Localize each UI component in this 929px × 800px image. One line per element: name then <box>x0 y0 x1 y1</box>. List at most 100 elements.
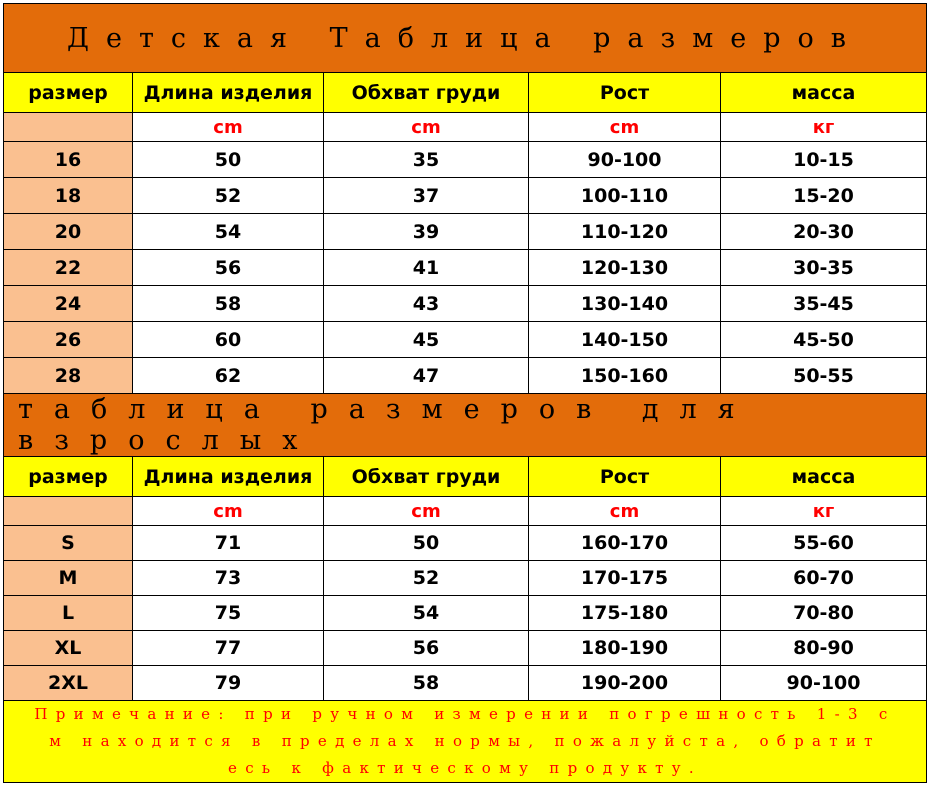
table-row-cell: 10-15 <box>719 141 928 178</box>
table-row-cell: 37 <box>323 177 529 214</box>
header-row-cell: масса <box>719 72 928 113</box>
table-row: M 73 52 170-175 60-70 <box>3 560 928 596</box>
table-row-cell: 50-55 <box>719 357 928 394</box>
note-line: есь к фактическому продукту. <box>228 759 702 777</box>
table-row: 16 50 35 90-100 10-15 <box>3 141 928 178</box>
table-row-cell: 50 <box>323 525 529 561</box>
table-row-cell: 30-35 <box>719 249 928 286</box>
adults-table-title: таблица размеров для взрослых <box>2 393 928 457</box>
table-row-cell: 90-100 <box>528 141 721 178</box>
table-row-cell: 70-80 <box>719 595 928 631</box>
table-row-cell: 47 <box>323 357 529 394</box>
unit-row-cell: cm <box>132 112 324 142</box>
table-row-cell: 60 <box>132 321 324 358</box>
table-row-cell: 80-90 <box>719 630 928 666</box>
table-row-cell: 20 <box>3 213 133 250</box>
unit-row-cell: cm <box>132 496 324 526</box>
table-row-cell: 140-150 <box>528 321 721 358</box>
table-row-cell: 110-120 <box>528 213 721 250</box>
table-row-cell: 18 <box>3 177 133 214</box>
header-row-cell: масса <box>719 456 928 497</box>
unit-row-cell: cm <box>528 112 721 142</box>
header-row-cell: Обхват груди <box>323 456 529 497</box>
unit-row-cell <box>3 112 133 142</box>
unit-row-cell: кг <box>719 496 928 526</box>
table-row-cell: 170-175 <box>528 560 721 596</box>
table-row-cell: 180-190 <box>528 630 721 666</box>
table-row-cell: 26 <box>3 321 133 358</box>
table-row: 28 62 47 150-160 50-55 <box>3 357 928 394</box>
table-row-cell: 24 <box>3 285 133 322</box>
table-row-cell: S <box>3 525 133 561</box>
table-row-cell: 16 <box>3 141 133 178</box>
table-row-cell: 15-20 <box>719 177 928 214</box>
note-line: м находится в пределах нормы, пожалуйста… <box>49 732 881 750</box>
note: Примечание: при ручном измерении погрешн… <box>2 700 928 783</box>
table-row: 22 56 41 120-130 30-35 <box>3 249 928 286</box>
table-row-cell: 120-130 <box>528 249 721 286</box>
table-row: 26 60 45 140-150 45-50 <box>3 321 928 358</box>
table-row-cell: 54 <box>132 213 324 250</box>
table-row-cell: 60-70 <box>719 560 928 596</box>
table-row-cell: 175-180 <box>528 595 721 631</box>
table-row-cell: 56 <box>323 630 529 666</box>
table-row-cell: 56 <box>132 249 324 286</box>
table-row-cell: 100-110 <box>528 177 721 214</box>
unit-row-cell: cm <box>323 112 529 142</box>
size-table: Детская Таблица размеров размер Длина изд… <box>2 3 928 783</box>
header-row-cell: Длина изделия <box>132 456 324 497</box>
size-chart: Детская Таблица размеров размер Длина изд… <box>2 3 928 783</box>
table-row-cell: 58 <box>323 665 529 701</box>
header-row-cell: Длина изделия <box>132 72 324 113</box>
table-row: S 71 50 160-170 55-60 <box>3 525 928 561</box>
table-row-cell: 43 <box>323 285 529 322</box>
table-row-cell: 45 <box>323 321 529 358</box>
table-row-cell: 22 <box>3 249 133 286</box>
header-row: размер Длина изделия Обхват груди Рост масса <box>3 72 928 113</box>
table-row-cell: XL <box>3 630 133 666</box>
table-row: L 75 54 175-180 70-80 <box>3 595 928 631</box>
kids-table-title: Детская Таблица размеров <box>2 3 928 73</box>
table-row-cell: 52 <box>323 560 529 596</box>
table-row-cell: 90-100 <box>719 665 928 701</box>
table-row-cell: 20-30 <box>719 213 928 250</box>
table-row-cell: 35 <box>323 141 529 178</box>
unit-row: cm cm cm кг <box>3 112 928 142</box>
table-row-cell: 75 <box>132 595 324 631</box>
table-row-cell: 35-45 <box>719 285 928 322</box>
note-line: Примечание: при ручном измерении погрешн… <box>34 705 896 723</box>
table-row-cell: M <box>3 560 133 596</box>
table-row-cell: 58 <box>132 285 324 322</box>
table-row-cell: 150-160 <box>528 357 721 394</box>
header-row-cell: размер <box>3 72 133 113</box>
header-row-cell: размер <box>3 456 133 497</box>
header-row-cell: Обхват груди <box>323 72 529 113</box>
table-row-cell: 50 <box>132 141 324 178</box>
header-row-cell: Рост <box>528 72 721 113</box>
table-row: 24 58 43 130-140 35-45 <box>3 285 928 322</box>
unit-row: cm cm cm кг <box>3 496 928 526</box>
header-row: размер Длина изделия Обхват груди Рост масса <box>3 456 928 497</box>
table-row: XL 77 56 180-190 80-90 <box>3 630 928 666</box>
table-row-cell: 41 <box>323 249 529 286</box>
unit-row-cell: cm <box>323 496 529 526</box>
table-row-cell: 52 <box>132 177 324 214</box>
unit-row-cell: cm <box>528 496 721 526</box>
table-row-cell: 130-140 <box>528 285 721 322</box>
table-row: 20 54 39 110-120 20-30 <box>3 213 928 250</box>
table-row-cell: 190-200 <box>528 665 721 701</box>
table-row-cell: 39 <box>323 213 529 250</box>
table-row-cell: 79 <box>132 665 324 701</box>
header-row-cell: Рост <box>528 456 721 497</box>
unit-row-cell <box>3 496 133 526</box>
table-row-cell: 28 <box>3 357 133 394</box>
table-row-cell: 54 <box>323 595 529 631</box>
table-row-cell: L <box>3 595 133 631</box>
table-row-cell: 55-60 <box>719 525 928 561</box>
table-row-cell: 73 <box>132 560 324 596</box>
table-row-cell: 77 <box>132 630 324 666</box>
table-row-cell: 62 <box>132 357 324 394</box>
table-row-cell: 160-170 <box>528 525 721 561</box>
unit-row-cell: кг <box>719 112 928 142</box>
table-row: 2XL 79 58 190-200 90-100 <box>3 665 928 701</box>
